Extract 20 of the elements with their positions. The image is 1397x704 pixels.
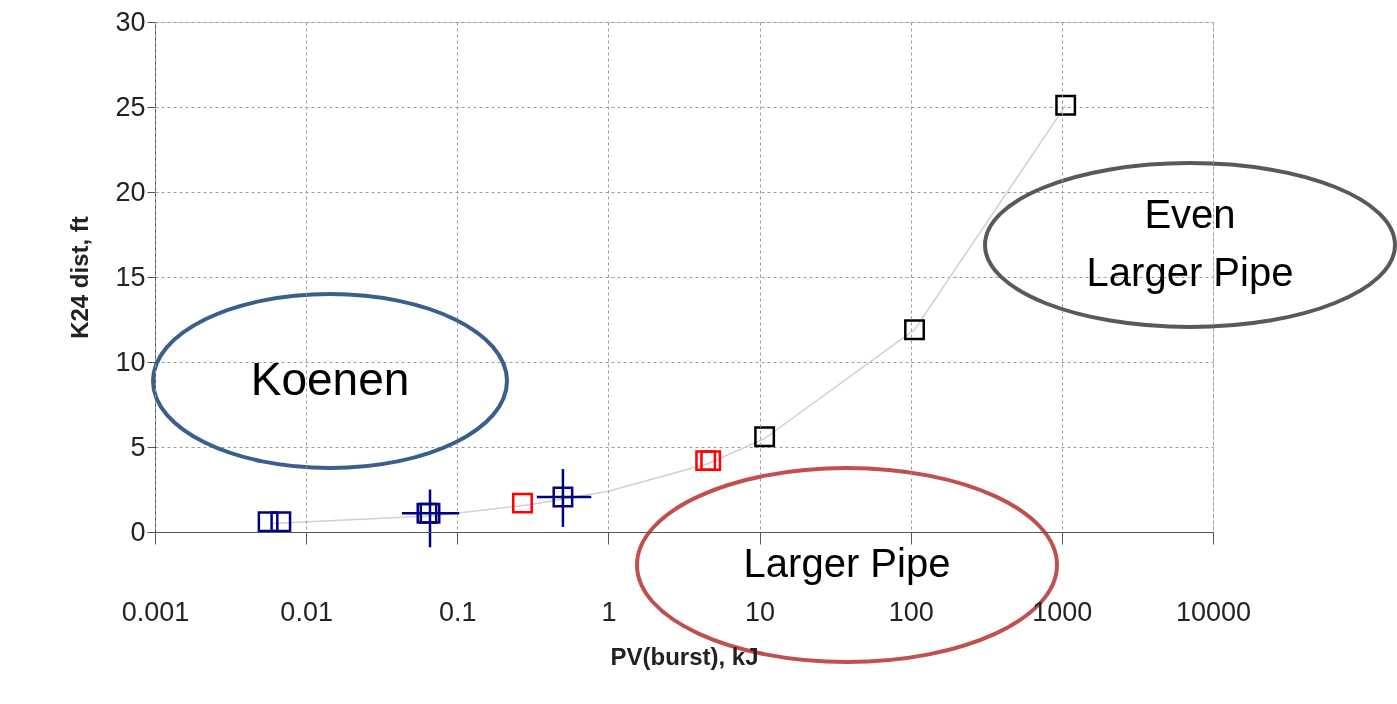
annotation: Even Larger Pipe <box>1086 192 1294 295</box>
annotation: Koenen <box>250 353 410 405</box>
y-tick-label: 5 <box>130 431 146 462</box>
y-axis-title: K24 dist, ft <box>66 216 94 339</box>
y-tick-label: 25 <box>115 91 146 122</box>
y-tick-label: 15 <box>115 261 146 292</box>
text: Larger Pipe <box>743 541 951 585</box>
x-tick-label: 1000 <box>1032 596 1093 627</box>
y-tick-label: 10 <box>115 346 146 377</box>
x-tick-label: 10 <box>745 596 776 627</box>
x-tick-label: 0.001 <box>121 596 190 627</box>
x-tick-label: 0.01 <box>280 596 333 627</box>
y-tick-label: 20 <box>115 176 146 207</box>
y-tick-label: 30 <box>115 6 146 37</box>
x-tick-label: 10000 <box>1175 596 1252 627</box>
x-tick-label: 0.1 <box>439 596 477 627</box>
x-axis-title: PV(burst), kJ <box>610 642 759 670</box>
x-tick-label: 100 <box>888 596 934 627</box>
y-tick-label: 0 <box>130 516 146 547</box>
x-tick-label: 1 <box>601 596 617 627</box>
